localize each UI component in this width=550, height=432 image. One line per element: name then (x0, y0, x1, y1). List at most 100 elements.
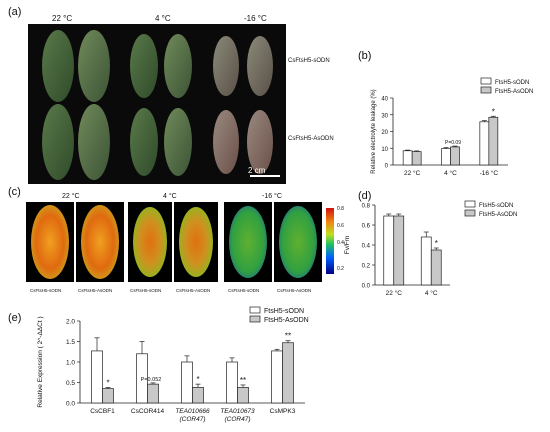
leaf-photo-11 (213, 110, 239, 174)
leaf-photo-4 (164, 34, 192, 98)
panel-e-letter: (e) (8, 312, 22, 324)
d-cat-label-1: 4 °C (425, 289, 438, 297)
leaf-photo-image (28, 24, 286, 184)
b-bar-1-1 (450, 146, 460, 166)
d-legend-swatch-1 (464, 209, 476, 217)
b-ytick-label-4: 40 (381, 97, 388, 103)
b-legend-swatch-1 (480, 86, 492, 94)
d-bar-0-1 (420, 236, 432, 286)
b-annotation-1: * (492, 107, 495, 116)
e-cat-label-0: CsCBF1 (90, 408, 115, 415)
photo-temp-22: 22 °C (52, 14, 73, 23)
d-y-axis-label: Fv/Fm (344, 236, 351, 254)
b-legend-label-0: FtsH5-sODN (495, 80, 529, 86)
b-bar-1-2 (488, 116, 499, 166)
e-cat-label-1: CsCOR414 (131, 408, 165, 415)
colorbar (326, 208, 334, 274)
fluo-leaf-6 (279, 206, 317, 278)
photo-temp-4: 4 °C (155, 14, 171, 23)
e-legend-swatch-0 (249, 306, 261, 314)
fluo-leaf-4 (179, 207, 213, 277)
d-legend-label-1: FtsH5-AsODN (479, 212, 517, 218)
e-ytick-label-1: 0.5 (66, 380, 75, 387)
d-bar-1-0 (393, 215, 405, 286)
leaf-photo-9 (130, 108, 158, 176)
e-annotation-2: * (196, 375, 199, 384)
e-annotation-4: ** (285, 332, 291, 341)
leaf-photo-2 (78, 30, 110, 102)
fluo-leaf-1 (31, 205, 69, 279)
b-bar-0-0 (402, 150, 413, 166)
b-y-axis-label: Relative electrolyte leakage (%) (371, 89, 377, 173)
e-cat-label-2: TEA010666 (175, 408, 210, 415)
d-ytick-label-4: 0.8 (362, 204, 371, 210)
fluo-leaf-3 (133, 207, 167, 277)
leaf-photo-svg (42, 30, 280, 180)
e-ytick-label-4: 2.0 (66, 319, 75, 326)
fluo-leaf-label-5: CsFtsH5-sODN (228, 288, 260, 293)
fluorescence-images (26, 202, 334, 282)
fluo-leaf-label-6: CsFtsH5-AsODN (277, 288, 312, 293)
d-legend-label-0: FtsH5-sODN (479, 203, 513, 209)
e-ytick-label-0: 0.0 (66, 401, 75, 408)
scale-bar-label: 2 cm (248, 166, 266, 175)
leaf-photo-10 (164, 108, 192, 176)
fluo-leaf-2 (81, 205, 119, 279)
chart-d: 0.0 0.2 0.4 0.6 0.8 Fv/Fm 22 °C 4 °C * FtsH5-sODN… (344, 200, 517, 297)
e-bar-0-2 (181, 361, 193, 404)
chart-b: 0 10 20 30 40 Relative electrolyte leakage (%… (371, 77, 533, 177)
e-bar-1-1 (147, 383, 159, 404)
panel-a-letter: (a) (8, 6, 22, 18)
fluo-temp-22: 22 °C (62, 193, 80, 200)
e-bar-1-3 (237, 387, 249, 404)
b-bar-1-0 (411, 151, 422, 166)
b-ytick-label-3: 30 (381, 113, 388, 119)
panel-c-letter: (c) (8, 186, 21, 198)
d-cat-label-0: 22 °C (386, 289, 403, 297)
d-bar-1-1 (430, 249, 442, 286)
leaf-photo-5 (213, 36, 239, 96)
b-ytick-label-1: 10 (381, 147, 388, 153)
colorbar-tick-04: 0.4 (337, 240, 344, 246)
photo-temp-minus16: -16 °C (244, 14, 267, 23)
e-annotation-3: ** (240, 376, 246, 385)
leaf-photo-12 (247, 110, 273, 174)
fluo-leaf-label-4: CsFtsH5-AsODN (176, 288, 211, 293)
fluo-temp-minus16: -16 °C (262, 193, 282, 200)
colorbar-tick-02: 0.2 (337, 266, 344, 272)
b-cat-label-0: 22 °C (404, 169, 421, 177)
d-annotation-0: * (435, 239, 438, 248)
e-ytick-label-2: 1.0 (66, 360, 75, 367)
d-legend-swatch-0 (464, 200, 476, 208)
e-ytick-label-3: 1.5 (66, 339, 75, 346)
e-bar-0-4 (271, 350, 283, 404)
e-cat-label-3-line1: (COR47) (224, 416, 250, 423)
e-cat-label-4: CsMPK3 (270, 408, 296, 415)
e-bar-1-0 (102, 388, 114, 404)
b-ytick-label-2: 20 (381, 130, 388, 136)
leaf-photo-1 (42, 30, 74, 102)
leaf-photo-6 (247, 36, 273, 96)
panel-b-letter: (b) (358, 50, 372, 62)
b-ytick-label-0: 0 (385, 164, 389, 170)
b-legend-label-1: FtsH5-AsODN (495, 89, 533, 95)
e-annotation-1: P=0.052 (141, 377, 162, 383)
chart-e: 0.0 0.5 1.0 1.5 2.0 Relative Expression ( 2^-… (37, 306, 309, 423)
fluo-leaf-label-1: CsFtsH5-sODN (30, 288, 62, 293)
fluo-leaf-5 (229, 206, 267, 278)
d-ytick-label-1: 0.2 (362, 264, 371, 270)
b-bar-0-1 (441, 148, 451, 166)
b-annotation-0: P=0.09 (445, 140, 461, 146)
d-ytick-label-2: 0.4 (362, 244, 371, 250)
e-legend-label-0: FtsH5-sODN (264, 308, 304, 315)
e-bar-0-0 (91, 350, 103, 404)
b-cat-label-2: -16 °C (480, 169, 499, 177)
d-ytick-label-0: 0.0 (362, 284, 371, 290)
e-bar-1-4 (282, 342, 294, 404)
fluo-leaf-label-3: CsFtsH5-sODN (130, 288, 162, 293)
e-cat-label-3: TEA010673 (220, 408, 255, 415)
colorbar-tick-08: 0.8 (337, 206, 344, 212)
colorbar-tick-06: 0.6 (337, 223, 344, 229)
e-bar-0-3 (226, 361, 238, 404)
e-legend-label-1: FtsH5-AsODN (264, 317, 309, 324)
